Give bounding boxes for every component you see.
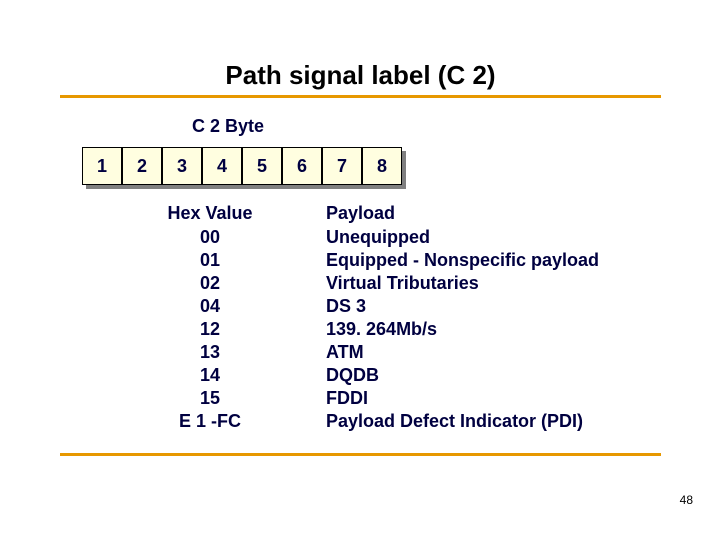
- byte-cell: 6: [282, 147, 322, 185]
- byte-cell: 8: [362, 147, 402, 185]
- payload-value: FDDI: [326, 387, 599, 410]
- title-underline: [60, 95, 661, 98]
- hex-value: 00: [150, 226, 270, 249]
- byte-cell: 2: [122, 147, 162, 185]
- byte-cell: 1: [82, 147, 122, 185]
- payload-value: Virtual Tributaries: [326, 272, 599, 295]
- payload-value: 139. 264Mb/s: [326, 318, 599, 341]
- byte-cell: 4: [202, 147, 242, 185]
- byte-cell: 5: [242, 147, 282, 185]
- bottom-underline: [60, 453, 661, 456]
- hex-value: 14: [150, 364, 270, 387]
- hex-column: Hex Value 00 01 02 04 12 13 14 15 E 1 -F…: [150, 203, 270, 433]
- hex-header: Hex Value: [150, 203, 270, 224]
- mapping-table: Hex Value 00 01 02 04 12 13 14 15 E 1 -F…: [150, 203, 661, 433]
- payload-header: Payload: [326, 203, 599, 224]
- byte-cell: 3: [162, 147, 202, 185]
- hex-value: 12: [150, 318, 270, 341]
- hex-value: E 1 -FC: [150, 410, 270, 433]
- hex-value: 15: [150, 387, 270, 410]
- slide-title: Path signal label (C 2): [60, 60, 661, 91]
- payload-column: Payload Unequipped Equipped - Nonspecifi…: [326, 203, 599, 433]
- hex-value: 04: [150, 295, 270, 318]
- byte-cells: 1 2 3 4 5 6 7 8: [82, 147, 402, 185]
- byte-label: C 2 Byte: [192, 116, 661, 137]
- payload-value: Unequipped: [326, 226, 599, 249]
- hex-value: 13: [150, 341, 270, 364]
- payload-value: Payload Defect Indicator (PDI): [326, 410, 599, 433]
- hex-value: 01: [150, 249, 270, 272]
- byte-cell: 7: [322, 147, 362, 185]
- byte-row: 1 2 3 4 5 6 7 8: [82, 147, 661, 185]
- payload-value: Equipped - Nonspecific payload: [326, 249, 599, 272]
- hex-value: 02: [150, 272, 270, 295]
- payload-value: DQDB: [326, 364, 599, 387]
- payload-value: DS 3: [326, 295, 599, 318]
- page-number: 48: [680, 493, 693, 507]
- payload-value: ATM: [326, 341, 599, 364]
